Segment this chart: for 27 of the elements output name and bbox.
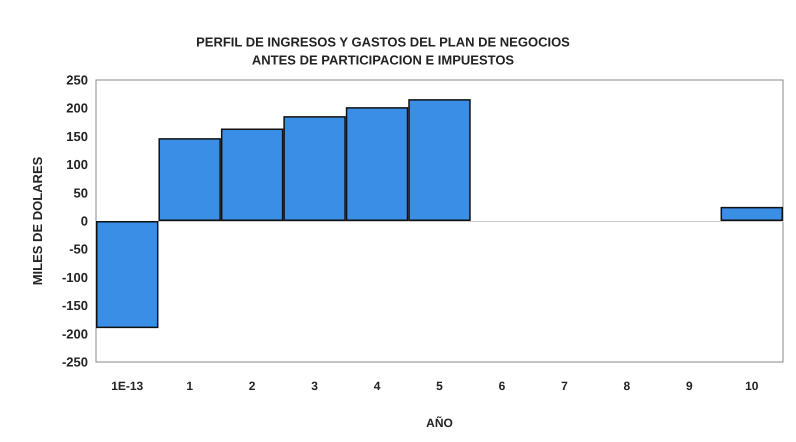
y-tick-label: 100 — [66, 157, 88, 172]
bar — [720, 206, 783, 221]
y-tick-label: 0 — [80, 214, 88, 228]
y-tick-label: -100 — [62, 270, 88, 285]
x-axis-title: AÑO — [426, 416, 453, 430]
y-tick-label: -250 — [62, 354, 88, 370]
y-tick-label: 200 — [66, 100, 88, 116]
y-tick-label: -150 — [62, 298, 88, 314]
x-tick-label: 1 — [186, 379, 194, 393]
x-tick-label: 3 — [311, 379, 318, 393]
y-axis-title: MILES DE DOLARES — [30, 156, 45, 286]
y-tick-label: 150 — [66, 128, 88, 144]
x-tick-label: 2 — [248, 379, 256, 393]
bar — [96, 221, 158, 328]
x-tick-label: 6 — [498, 379, 506, 393]
x-tick-label: 9 — [686, 379, 693, 393]
x-tick-label: 4 — [374, 379, 381, 393]
x-tick-label: 10 — [745, 379, 759, 393]
x-tick-label: 7 — [561, 379, 568, 393]
chart-title: PERFIL DE INGRESOS Y GASTOS DEL PLAN DE NEGOCIOS ANTES DE PARTICIPACION E IMPUESTOS — [196, 34, 570, 68]
x-tick-label: 8 — [624, 379, 631, 393]
y-tick-label: 50 — [74, 185, 88, 200]
y-tick-label: -200 — [62, 326, 88, 342]
y-tick-label: 250 — [66, 72, 88, 88]
y-tick-label: -50 — [69, 242, 88, 257]
x-tick-label: 5 — [436, 379, 444, 393]
x-tick-label: 1E-13 — [111, 379, 144, 393]
